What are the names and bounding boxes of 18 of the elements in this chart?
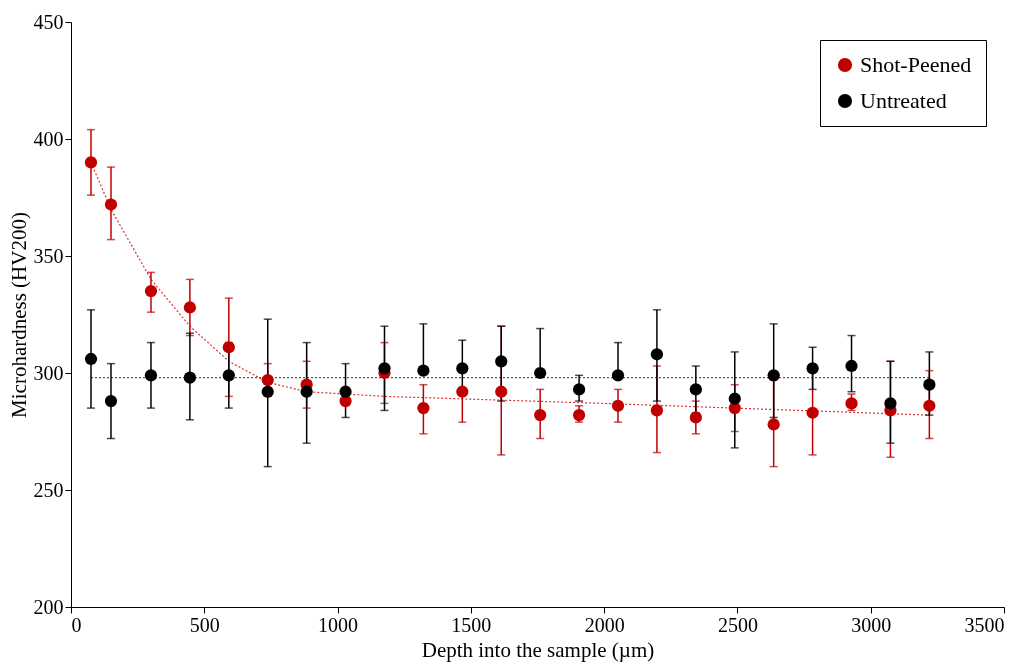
y-tick-label: 350 (33, 244, 64, 267)
x-tick-label: 3000 (851, 613, 892, 636)
x-tick-label: 3500 (964, 613, 1005, 636)
y-tick-label: 250 (33, 478, 64, 501)
legend-label: Untreated (860, 88, 947, 113)
legend-label: Shot-Peened (860, 52, 972, 77)
x-axis-title: Depth into the sample (µm) (421, 637, 655, 662)
y-axis-title: Microhardness (HV200) (6, 212, 31, 418)
x-tick-label: 500 (189, 613, 220, 636)
y-tick-label: 400 (33, 127, 64, 150)
y-tick-label: 450 (33, 10, 64, 33)
x-tick-label: 2000 (584, 613, 625, 636)
x-tick-label: 2500 (717, 613, 758, 636)
y-tick-label: 300 (33, 361, 64, 384)
x-tick-label: 1000 (318, 613, 359, 636)
x-tick-label: 1500 (451, 613, 492, 636)
y-tick-label: 200 (33, 595, 64, 618)
x-tick-label: 0 (71, 613, 82, 636)
